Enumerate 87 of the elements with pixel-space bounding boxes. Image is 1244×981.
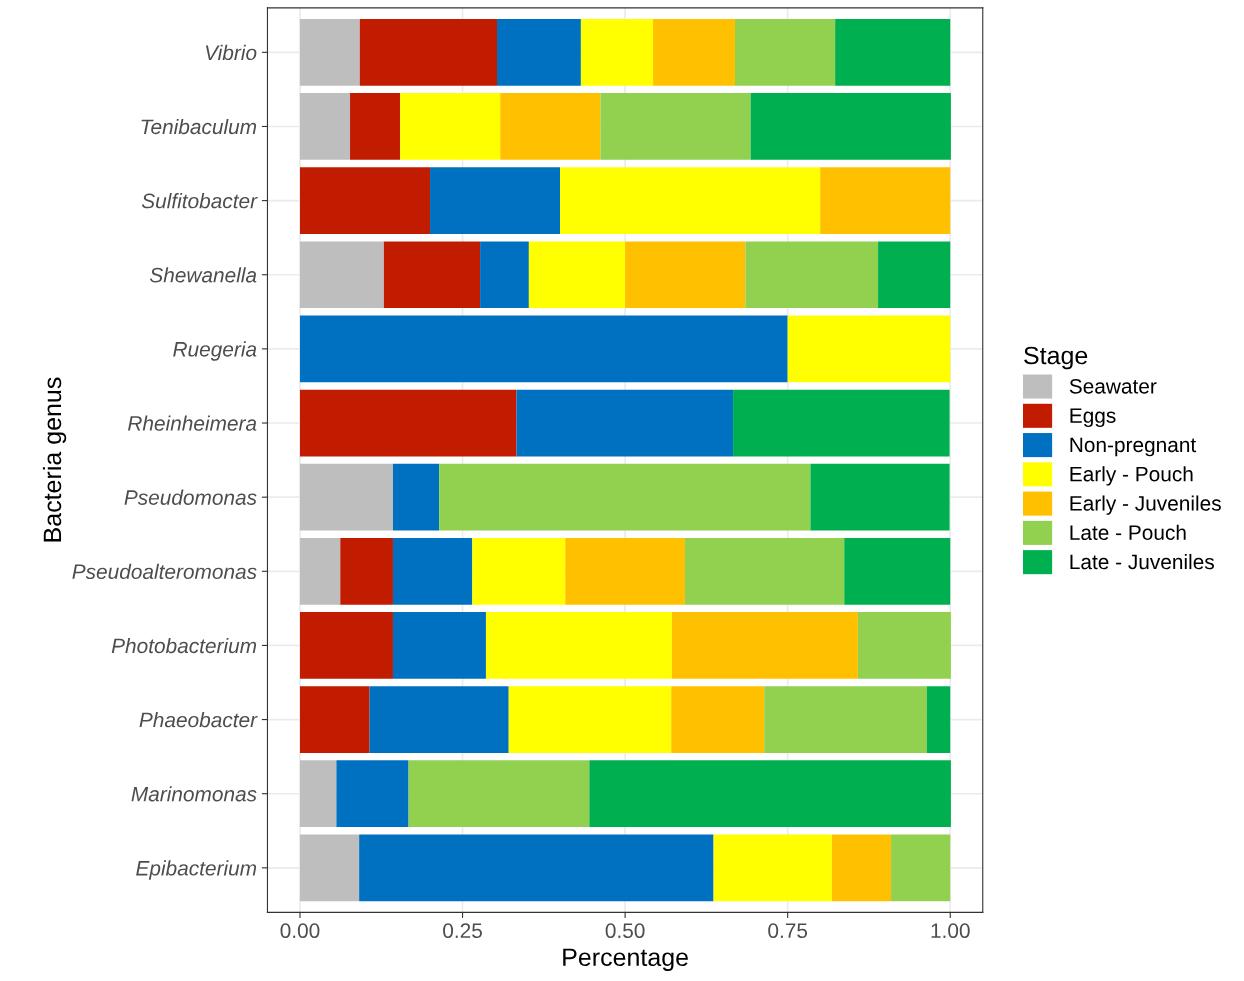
bar xyxy=(625,241,746,309)
x-tick-label: 0.00 xyxy=(280,923,320,939)
y-tick-label: Pseudoalteromonas xyxy=(72,563,257,580)
bar xyxy=(299,686,370,753)
y-tick-label: Epibacterium xyxy=(136,860,257,880)
bar xyxy=(835,18,951,86)
x-tick-label: 0.75 xyxy=(768,923,808,939)
bar xyxy=(350,93,401,160)
x-axis-title: Percentage xyxy=(563,948,688,972)
bar xyxy=(299,834,360,902)
legend-title: Stage xyxy=(1024,346,1088,370)
bar xyxy=(408,760,590,828)
bar xyxy=(745,241,879,309)
y-tick-label: Marinomonas xyxy=(131,786,257,802)
bar xyxy=(299,612,393,679)
y-tick-label: Photobacterium xyxy=(111,637,257,654)
bar xyxy=(340,537,393,605)
bar xyxy=(580,18,654,86)
bar xyxy=(359,18,498,86)
bar xyxy=(336,760,409,828)
legend-label: Non-pregnant xyxy=(1070,437,1197,457)
bar xyxy=(820,167,951,234)
bar xyxy=(299,167,431,234)
y-tick-label: Tenibaculum xyxy=(141,118,257,135)
bar xyxy=(713,834,832,902)
bar xyxy=(733,389,950,457)
bar xyxy=(439,463,811,531)
bar xyxy=(857,612,951,679)
bar xyxy=(844,537,951,605)
legend-label: Early - Juveniles xyxy=(1070,495,1221,515)
bar xyxy=(400,93,501,160)
bar xyxy=(500,93,601,160)
bar xyxy=(472,537,566,605)
bar xyxy=(508,686,672,753)
bar xyxy=(810,463,950,531)
x-tick-label: 0.25 xyxy=(443,923,482,939)
bar xyxy=(392,537,473,605)
bar xyxy=(359,834,714,902)
bar xyxy=(565,537,685,605)
y-axis-title: Bacteria genus xyxy=(42,377,67,542)
bar xyxy=(392,612,486,679)
y-tick-label: Vibrio xyxy=(205,44,257,61)
bar xyxy=(299,18,360,86)
bar xyxy=(480,241,529,309)
bar xyxy=(735,18,836,86)
legend-label: Seawater xyxy=(1069,378,1157,394)
bar xyxy=(750,93,951,160)
bar xyxy=(299,241,384,309)
bar xyxy=(485,612,672,679)
legend-label: Eggs xyxy=(1070,408,1116,428)
bar xyxy=(589,760,951,828)
bar xyxy=(684,537,845,605)
y-tick-label: Phaeobacter xyxy=(139,712,258,728)
bar xyxy=(653,18,736,86)
x-tick-label: 1.00 xyxy=(931,923,970,939)
bar xyxy=(764,686,927,753)
bar xyxy=(369,686,509,753)
bar xyxy=(600,93,751,160)
bar xyxy=(891,834,951,902)
bar xyxy=(430,167,561,234)
bar xyxy=(299,389,517,457)
bar xyxy=(528,241,626,309)
bar xyxy=(516,389,734,457)
bar xyxy=(560,167,821,234)
x-tick-label: 0.50 xyxy=(605,923,645,939)
y-tick-label: Sulfitobacter xyxy=(141,193,258,209)
y-tick-label: Ruegeria xyxy=(173,341,257,361)
bar xyxy=(497,18,581,86)
bar xyxy=(926,686,951,753)
legend-label: Late - Pouch xyxy=(1070,524,1186,541)
bar xyxy=(299,760,337,828)
bar xyxy=(299,93,351,160)
y-tick-label: Pseudomonas xyxy=(124,489,257,505)
bar xyxy=(831,834,892,902)
bar xyxy=(671,612,858,679)
bar xyxy=(878,241,951,309)
bar xyxy=(383,241,481,309)
bar xyxy=(392,463,440,531)
y-tick-label: Shewanella xyxy=(149,267,257,283)
bar xyxy=(299,315,788,383)
y-tick-label: Rheinheimera xyxy=(127,415,257,431)
bar xyxy=(671,686,765,753)
legend-label: Early - Pouch xyxy=(1070,466,1193,486)
bar xyxy=(299,537,341,605)
bar xyxy=(787,315,951,383)
legend-label: Late - Juveniles xyxy=(1070,553,1214,570)
bar xyxy=(299,463,393,531)
